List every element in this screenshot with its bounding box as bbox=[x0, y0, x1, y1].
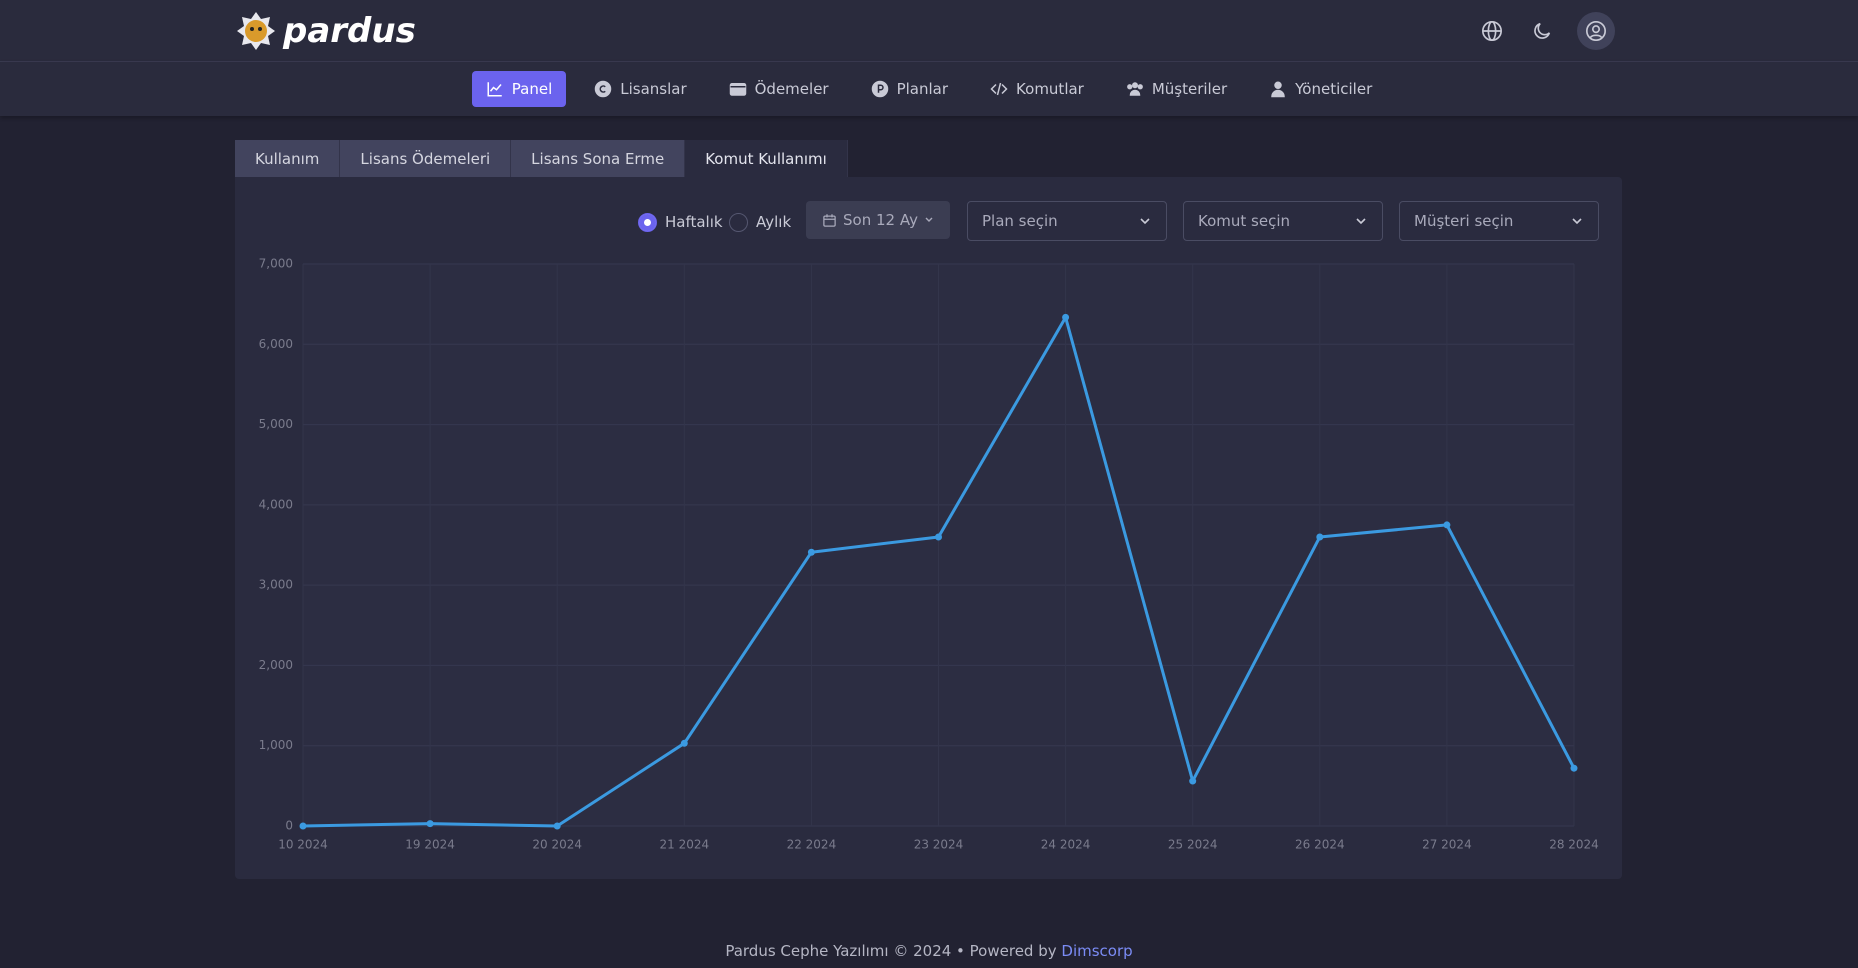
data-point bbox=[553, 822, 561, 830]
top-bar: pardus bbox=[0, 0, 1858, 62]
chevron bbox=[1356, 218, 1366, 225]
theme-button[interactable] bbox=[1524, 13, 1560, 49]
nav-label: Ödemeler bbox=[754, 80, 829, 98]
y-tick-label: 1,000 bbox=[259, 738, 293, 752]
data-point bbox=[1189, 777, 1197, 785]
y-tick-label: 3,000 bbox=[259, 578, 293, 592]
tab[interactable]: Komut Kullanımı bbox=[685, 140, 848, 177]
nav-item[interactable]: Ödemeler bbox=[715, 71, 843, 107]
select-label: Plan seçin bbox=[982, 212, 1058, 230]
x-tick-label: 26 2024 bbox=[1295, 838, 1345, 852]
radio-label: Aylık bbox=[756, 213, 792, 231]
tab[interactable]: Lisans Ödemeleri bbox=[340, 140, 512, 177]
brand-text: pardus bbox=[283, 11, 416, 51]
nav-label: Planlar bbox=[896, 80, 949, 98]
data-point bbox=[935, 533, 942, 541]
footer-link[interactable]: Dimscorp bbox=[1061, 942, 1133, 960]
y-tick-label: 2,000 bbox=[259, 658, 293, 672]
data-point bbox=[1443, 521, 1451, 529]
x-tick-label: 21 2024 bbox=[659, 838, 709, 852]
x-tick-label: 27 2024 bbox=[1422, 838, 1472, 852]
period-monthly[interactable]: Aylık bbox=[729, 210, 791, 234]
x-tick-label: 10 2024 bbox=[278, 838, 328, 852]
select[interactable]: Plan seçin bbox=[967, 201, 1167, 241]
data-point bbox=[1570, 764, 1578, 772]
nav-label: Yöneticiler bbox=[1295, 80, 1373, 98]
select[interactable]: Komut seçin bbox=[1183, 201, 1383, 241]
tab-bar: Kullanım Lisans Ödemeleri Lisans Sona Erme… bbox=[235, 140, 848, 177]
nav-label: Lisanslar bbox=[620, 80, 687, 98]
logo-icon bbox=[237, 12, 275, 50]
x-tick-label: 28 2024 bbox=[1549, 838, 1599, 852]
y-tick-label: 6,000 bbox=[259, 337, 293, 351]
nav-item[interactable]: Yöneticiler bbox=[1255, 71, 1386, 107]
data-point bbox=[299, 822, 307, 830]
y-tick-label: 7,000 bbox=[259, 257, 293, 271]
chevron bbox=[1572, 218, 1582, 225]
data-point bbox=[1062, 313, 1070, 321]
nav-item[interactable]: Panel bbox=[471, 71, 567, 107]
nav-item[interactable]: Komutlar bbox=[976, 71, 1098, 107]
nav-label: Komutlar bbox=[1016, 80, 1084, 98]
x-tick-label: 20 2024 bbox=[532, 838, 582, 852]
radio-label: Haftalık bbox=[665, 213, 723, 231]
x-tick-label: 23 2024 bbox=[914, 838, 964, 852]
data-point bbox=[426, 820, 434, 828]
x-tick-label: 25 2024 bbox=[1168, 838, 1218, 852]
y-tick-label: 5,000 bbox=[259, 417, 293, 431]
language-button[interactable] bbox=[1474, 13, 1510, 49]
tab[interactable]: Lisans Sona Erme bbox=[511, 140, 686, 177]
chart: 0 1,000 2,000 3,000 4,000 5,000 6,000 7,000 10 2… bbox=[259, 257, 1599, 852]
x-tick-label: 24 2024 bbox=[1041, 838, 1091, 852]
select[interactable]: Müşteri seçin bbox=[1399, 201, 1599, 241]
range-label: Son 12 Ay bbox=[843, 211, 918, 229]
main-nav: Panel Lisanslar Ödemeler Planlar Komutlar Müş… bbox=[0, 62, 1858, 116]
x-tick-label: 19 2024 bbox=[405, 838, 455, 852]
y-tick-label: 0 bbox=[285, 819, 293, 833]
chevron bbox=[1140, 218, 1150, 225]
nav-label: Panel bbox=[511, 80, 553, 98]
range-button[interactable]: Son 12 Ay bbox=[806, 201, 950, 239]
x-tick-label: 22 2024 bbox=[787, 838, 837, 852]
period-weekly[interactable]: Haftalık bbox=[638, 210, 723, 234]
select-label: Müşteri seçin bbox=[1414, 212, 1514, 230]
brand[interactable]: pardus bbox=[235, 8, 416, 54]
profile-button[interactable] bbox=[1577, 12, 1615, 50]
nav-item[interactable]: Planlar bbox=[857, 71, 962, 107]
chart-card: Haftalık Aylık Son 12 Ay 0 1,000 2,000 3,00… bbox=[235, 177, 1622, 879]
nav-item[interactable]: Müşteriler bbox=[1112, 71, 1241, 107]
footer: Pardus Cephe Yazılımı © 2024 • Powered b… bbox=[0, 942, 1858, 960]
footer-text: Pardus Cephe Yazılımı © 2024 • Powered b… bbox=[725, 942, 1057, 960]
y-tick-label: 4,000 bbox=[259, 497, 293, 511]
nav-label: Müşteriler bbox=[1151, 80, 1228, 98]
nav-item[interactable]: Lisanslar bbox=[580, 71, 700, 107]
data-point bbox=[807, 548, 815, 556]
tab[interactable]: Kullanım bbox=[235, 140, 341, 177]
data-point bbox=[1316, 533, 1324, 541]
data-point bbox=[680, 739, 688, 747]
select-label: Komut seçin bbox=[1198, 212, 1290, 230]
